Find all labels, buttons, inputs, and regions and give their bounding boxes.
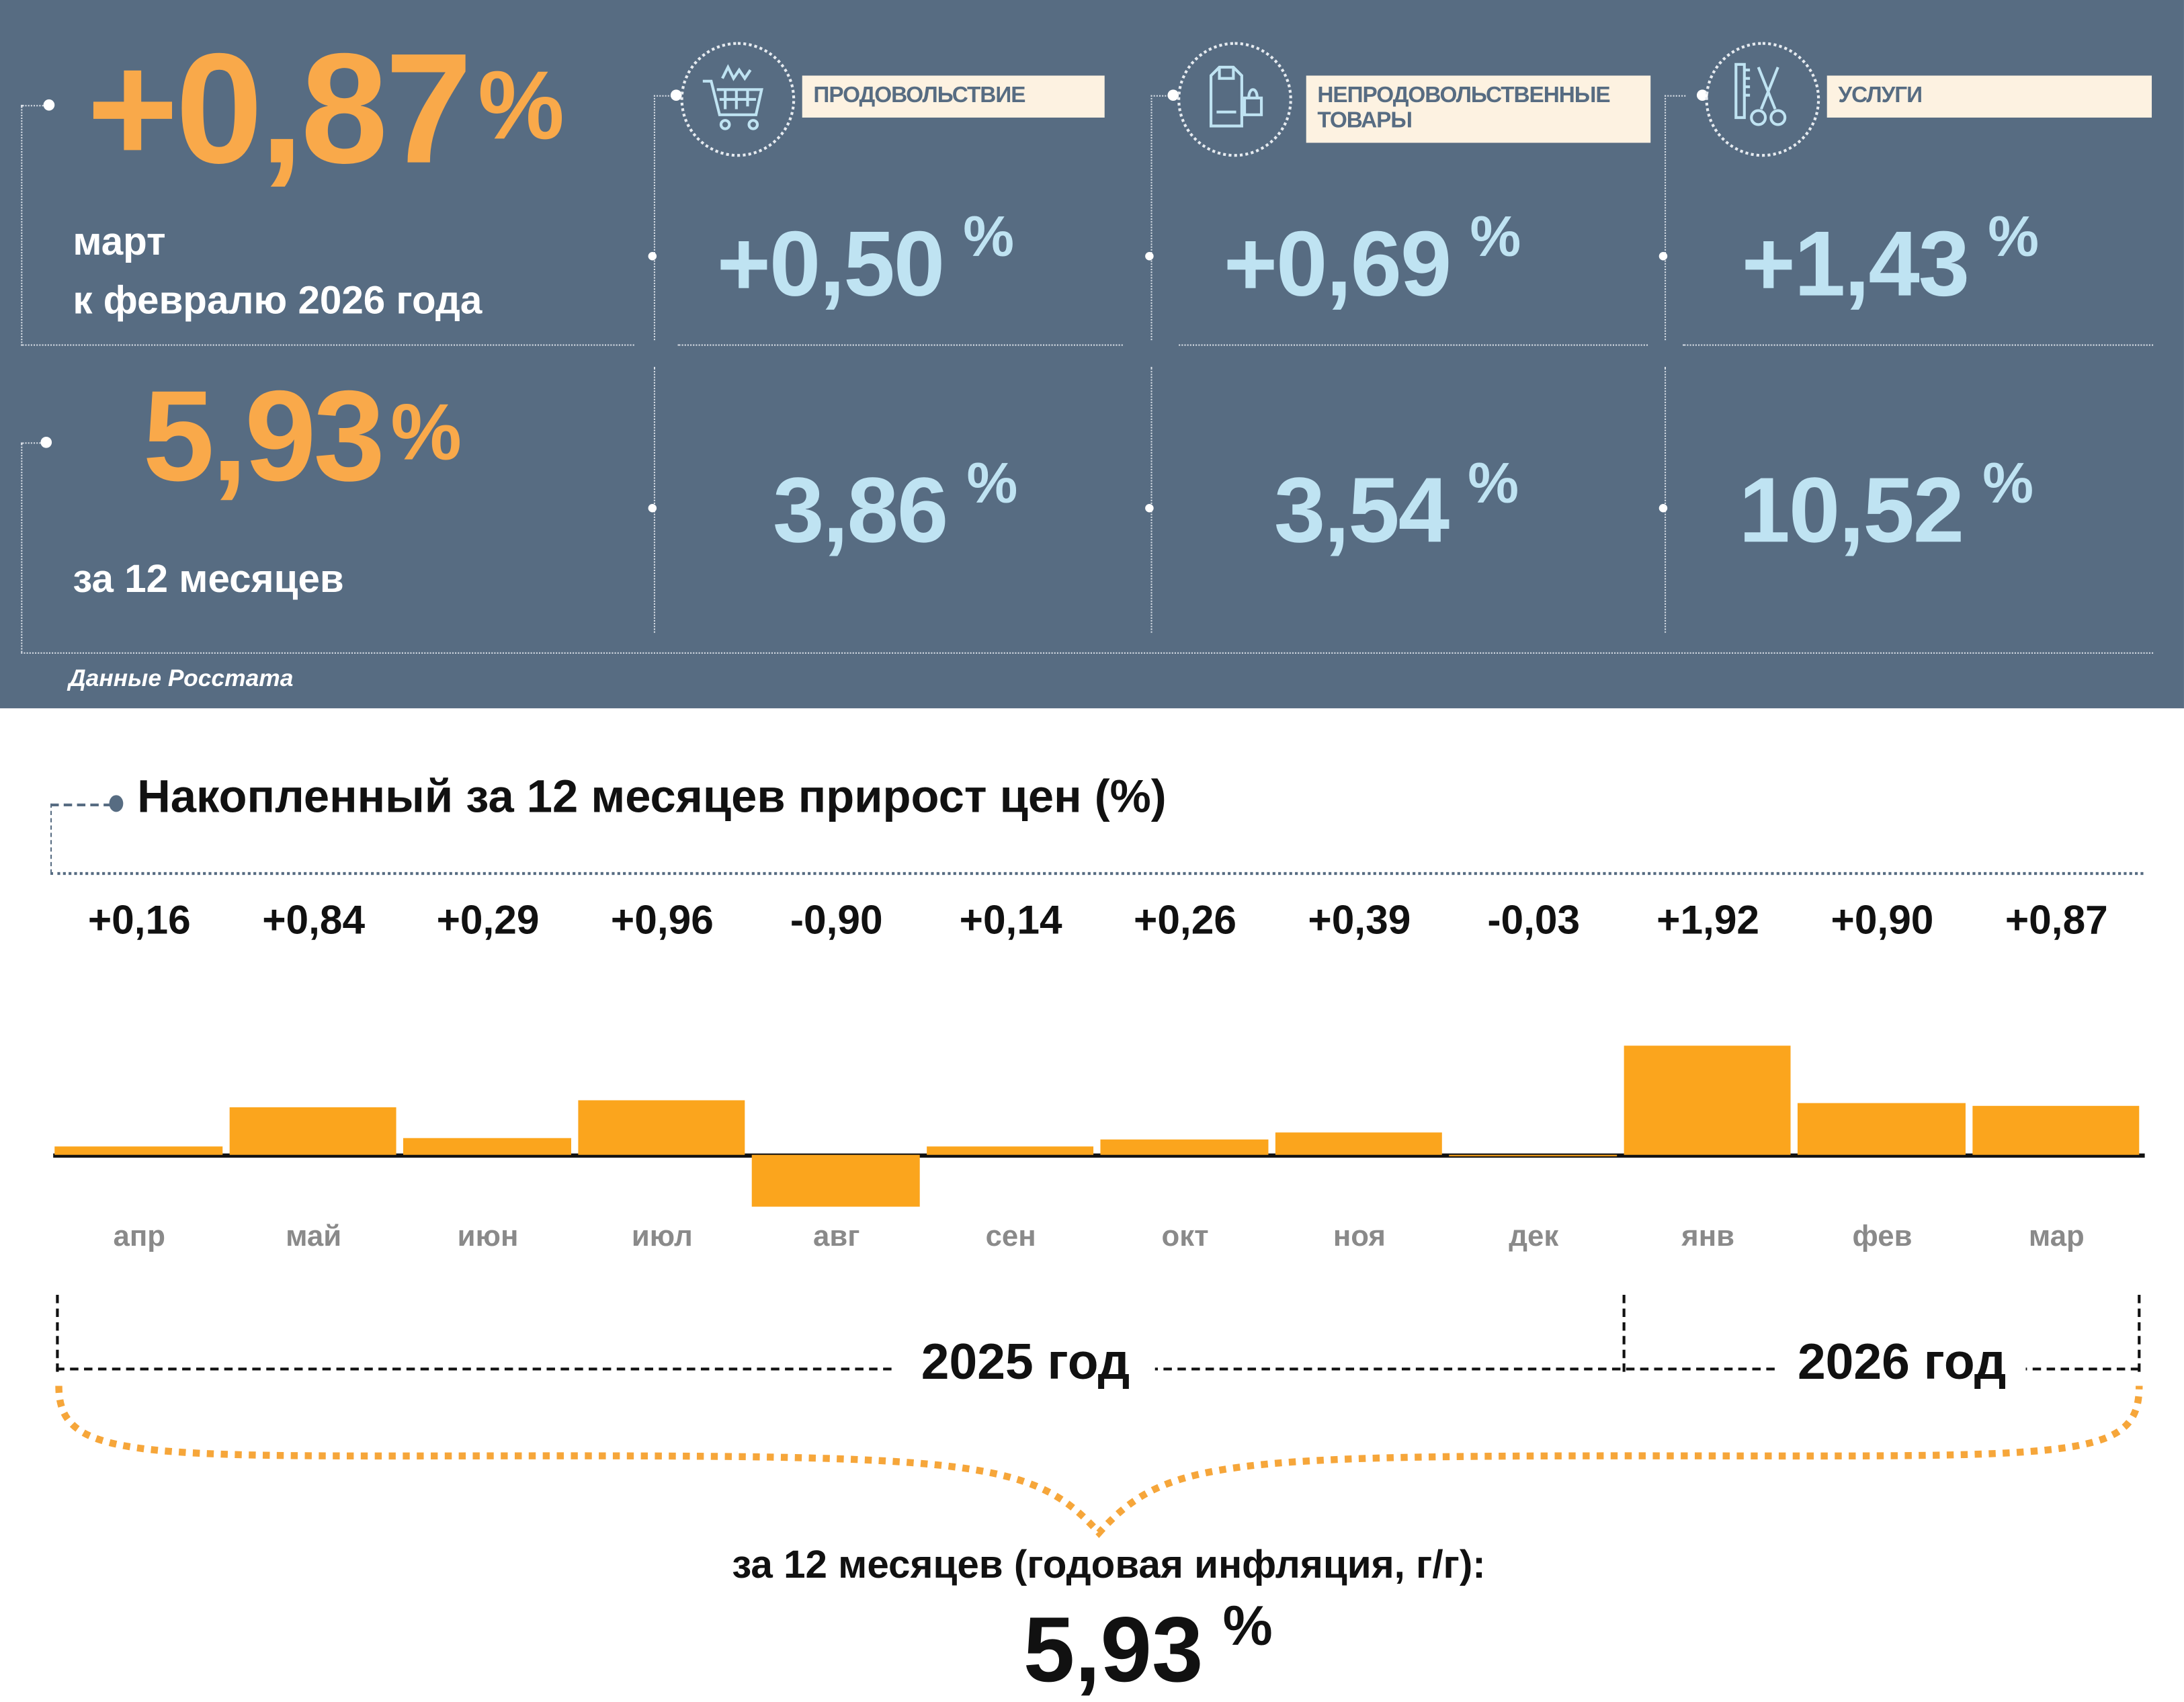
value-label: +0,16	[87, 898, 191, 944]
title-dot	[109, 795, 124, 812]
month-label: дек	[1509, 1220, 1559, 1253]
connector-dot	[1145, 251, 1154, 261]
bar-ноя	[1274, 1132, 1442, 1155]
month-label: мар	[2028, 1220, 2085, 1253]
value-label: +0,39	[1308, 898, 1411, 944]
comb-scissors-icon	[1705, 42, 1820, 157]
divider	[21, 105, 49, 107]
zero-axis	[53, 1153, 2145, 1158]
bar-авг	[751, 1154, 919, 1206]
bracket-tick	[2138, 1295, 2141, 1372]
value-label: +0,96	[610, 898, 714, 944]
divider	[21, 344, 634, 346]
bar-июн	[403, 1138, 571, 1155]
month-label: июн	[457, 1220, 519, 1253]
nonfood-annual-value: 3,54%	[1273, 450, 1519, 562]
divider	[21, 442, 23, 652]
category-tag-nonfood: НЕПРОДОВОЛЬСТВЕННЫЕ ТОВАРЫ	[1306, 75, 1651, 143]
bar-сен	[926, 1146, 1094, 1155]
bracket-tick	[1622, 1295, 1626, 1372]
value-label: +1,92	[1656, 898, 1760, 944]
chart-title: Накопленный за 12 месяцев прирост цен (%…	[137, 769, 1167, 822]
summary-value: 5,93%	[1023, 1595, 1273, 1701]
bar-дек	[1449, 1154, 1617, 1157]
divider	[1683, 344, 2154, 346]
food-monthly-value: +0,50%	[716, 204, 1014, 315]
value-label: +0,84	[262, 898, 366, 944]
monthly-inflation-value: +0,87%	[87, 21, 564, 196]
value-label: +0,26	[1134, 898, 1236, 944]
divider	[1150, 95, 1172, 97]
category-tag-food: ПРОДОВОЛЬСТВИЕ	[802, 75, 1105, 118]
divider	[21, 442, 46, 444]
divider	[1179, 344, 1648, 346]
shopping-cart-icon	[680, 42, 796, 157]
food-annual-value: 3,86%	[772, 450, 1017, 562]
summary-brace	[55, 1386, 2143, 1538]
services-annual-value: 10,52%	[1738, 450, 2033, 562]
bar-июл	[577, 1100, 745, 1155]
services-monthly-value: +1,43%	[1741, 204, 2039, 315]
bar-май	[228, 1107, 396, 1155]
connector-dot	[670, 89, 682, 101]
source-note: Данные Росстата	[69, 665, 294, 692]
divider	[1150, 366, 1152, 633]
bar-окт	[1100, 1140, 1268, 1155]
value-label: +0,87	[2005, 898, 2108, 944]
connector-dot	[1167, 89, 1179, 101]
year-label-2025: 2025 год	[896, 1332, 1155, 1392]
divider	[1665, 366, 1667, 633]
divider	[653, 95, 675, 97]
bar-фев	[1797, 1103, 1965, 1155]
bar-апр	[54, 1146, 222, 1155]
connector-dot	[1658, 251, 1668, 261]
month-label: июл	[631, 1220, 693, 1253]
summary-panel: +0,87% март к февралю 2026 года 5,93% за …	[0, 0, 2184, 709]
connector-dot	[40, 436, 52, 448]
connector-dot	[648, 503, 657, 513]
nonfood-monthly-value: +0,69%	[1223, 204, 1521, 315]
bar-янв	[1623, 1046, 1791, 1155]
divider	[50, 871, 2144, 876]
divider	[653, 95, 655, 341]
annual-caption: за 12 месяцев	[73, 557, 344, 601]
annual-inflation-value: 5,93%	[142, 365, 462, 509]
category-tag-services: УСЛУГИ	[1826, 75, 2152, 118]
connector-dot	[1145, 503, 1154, 513]
value-label: -0,90	[790, 898, 883, 944]
title-connector	[50, 803, 52, 874]
value-label: -0,03	[1487, 898, 1581, 944]
month-label: ноя	[1333, 1220, 1386, 1253]
title-connector	[50, 803, 112, 806]
month-label: апр	[113, 1220, 166, 1253]
clothes-bag-icon	[1177, 42, 1292, 157]
month-label: фев	[1852, 1220, 1913, 1253]
connector-dot	[1658, 503, 1668, 513]
divider	[21, 105, 23, 343]
value-label: +0,29	[436, 898, 540, 944]
value-label: +0,14	[959, 898, 1062, 944]
value-label: +0,90	[1831, 898, 1934, 944]
divider	[1665, 95, 1667, 341]
month-label: окт	[1161, 1220, 1209, 1253]
connector-dot	[43, 99, 55, 111]
month-label: сен	[985, 1220, 1036, 1253]
year-label-2026: 2026 год	[1777, 1332, 2026, 1392]
divider	[677, 344, 1123, 346]
bar-мар	[1972, 1105, 2140, 1155]
month-label: май	[286, 1220, 342, 1253]
month-label: авг	[813, 1220, 860, 1253]
divider	[1665, 95, 1686, 97]
divider	[653, 366, 655, 633]
divider	[1150, 95, 1152, 341]
connector-dot	[648, 251, 657, 261]
bracket-tick	[56, 1295, 59, 1372]
month-label: янв	[1681, 1220, 1735, 1253]
divider	[21, 652, 2154, 654]
summary-caption: за 12 месяцев (годовая инфляция, г/г):	[732, 1542, 1486, 1586]
monthly-caption: март к февралю 2026 года	[73, 220, 482, 323]
